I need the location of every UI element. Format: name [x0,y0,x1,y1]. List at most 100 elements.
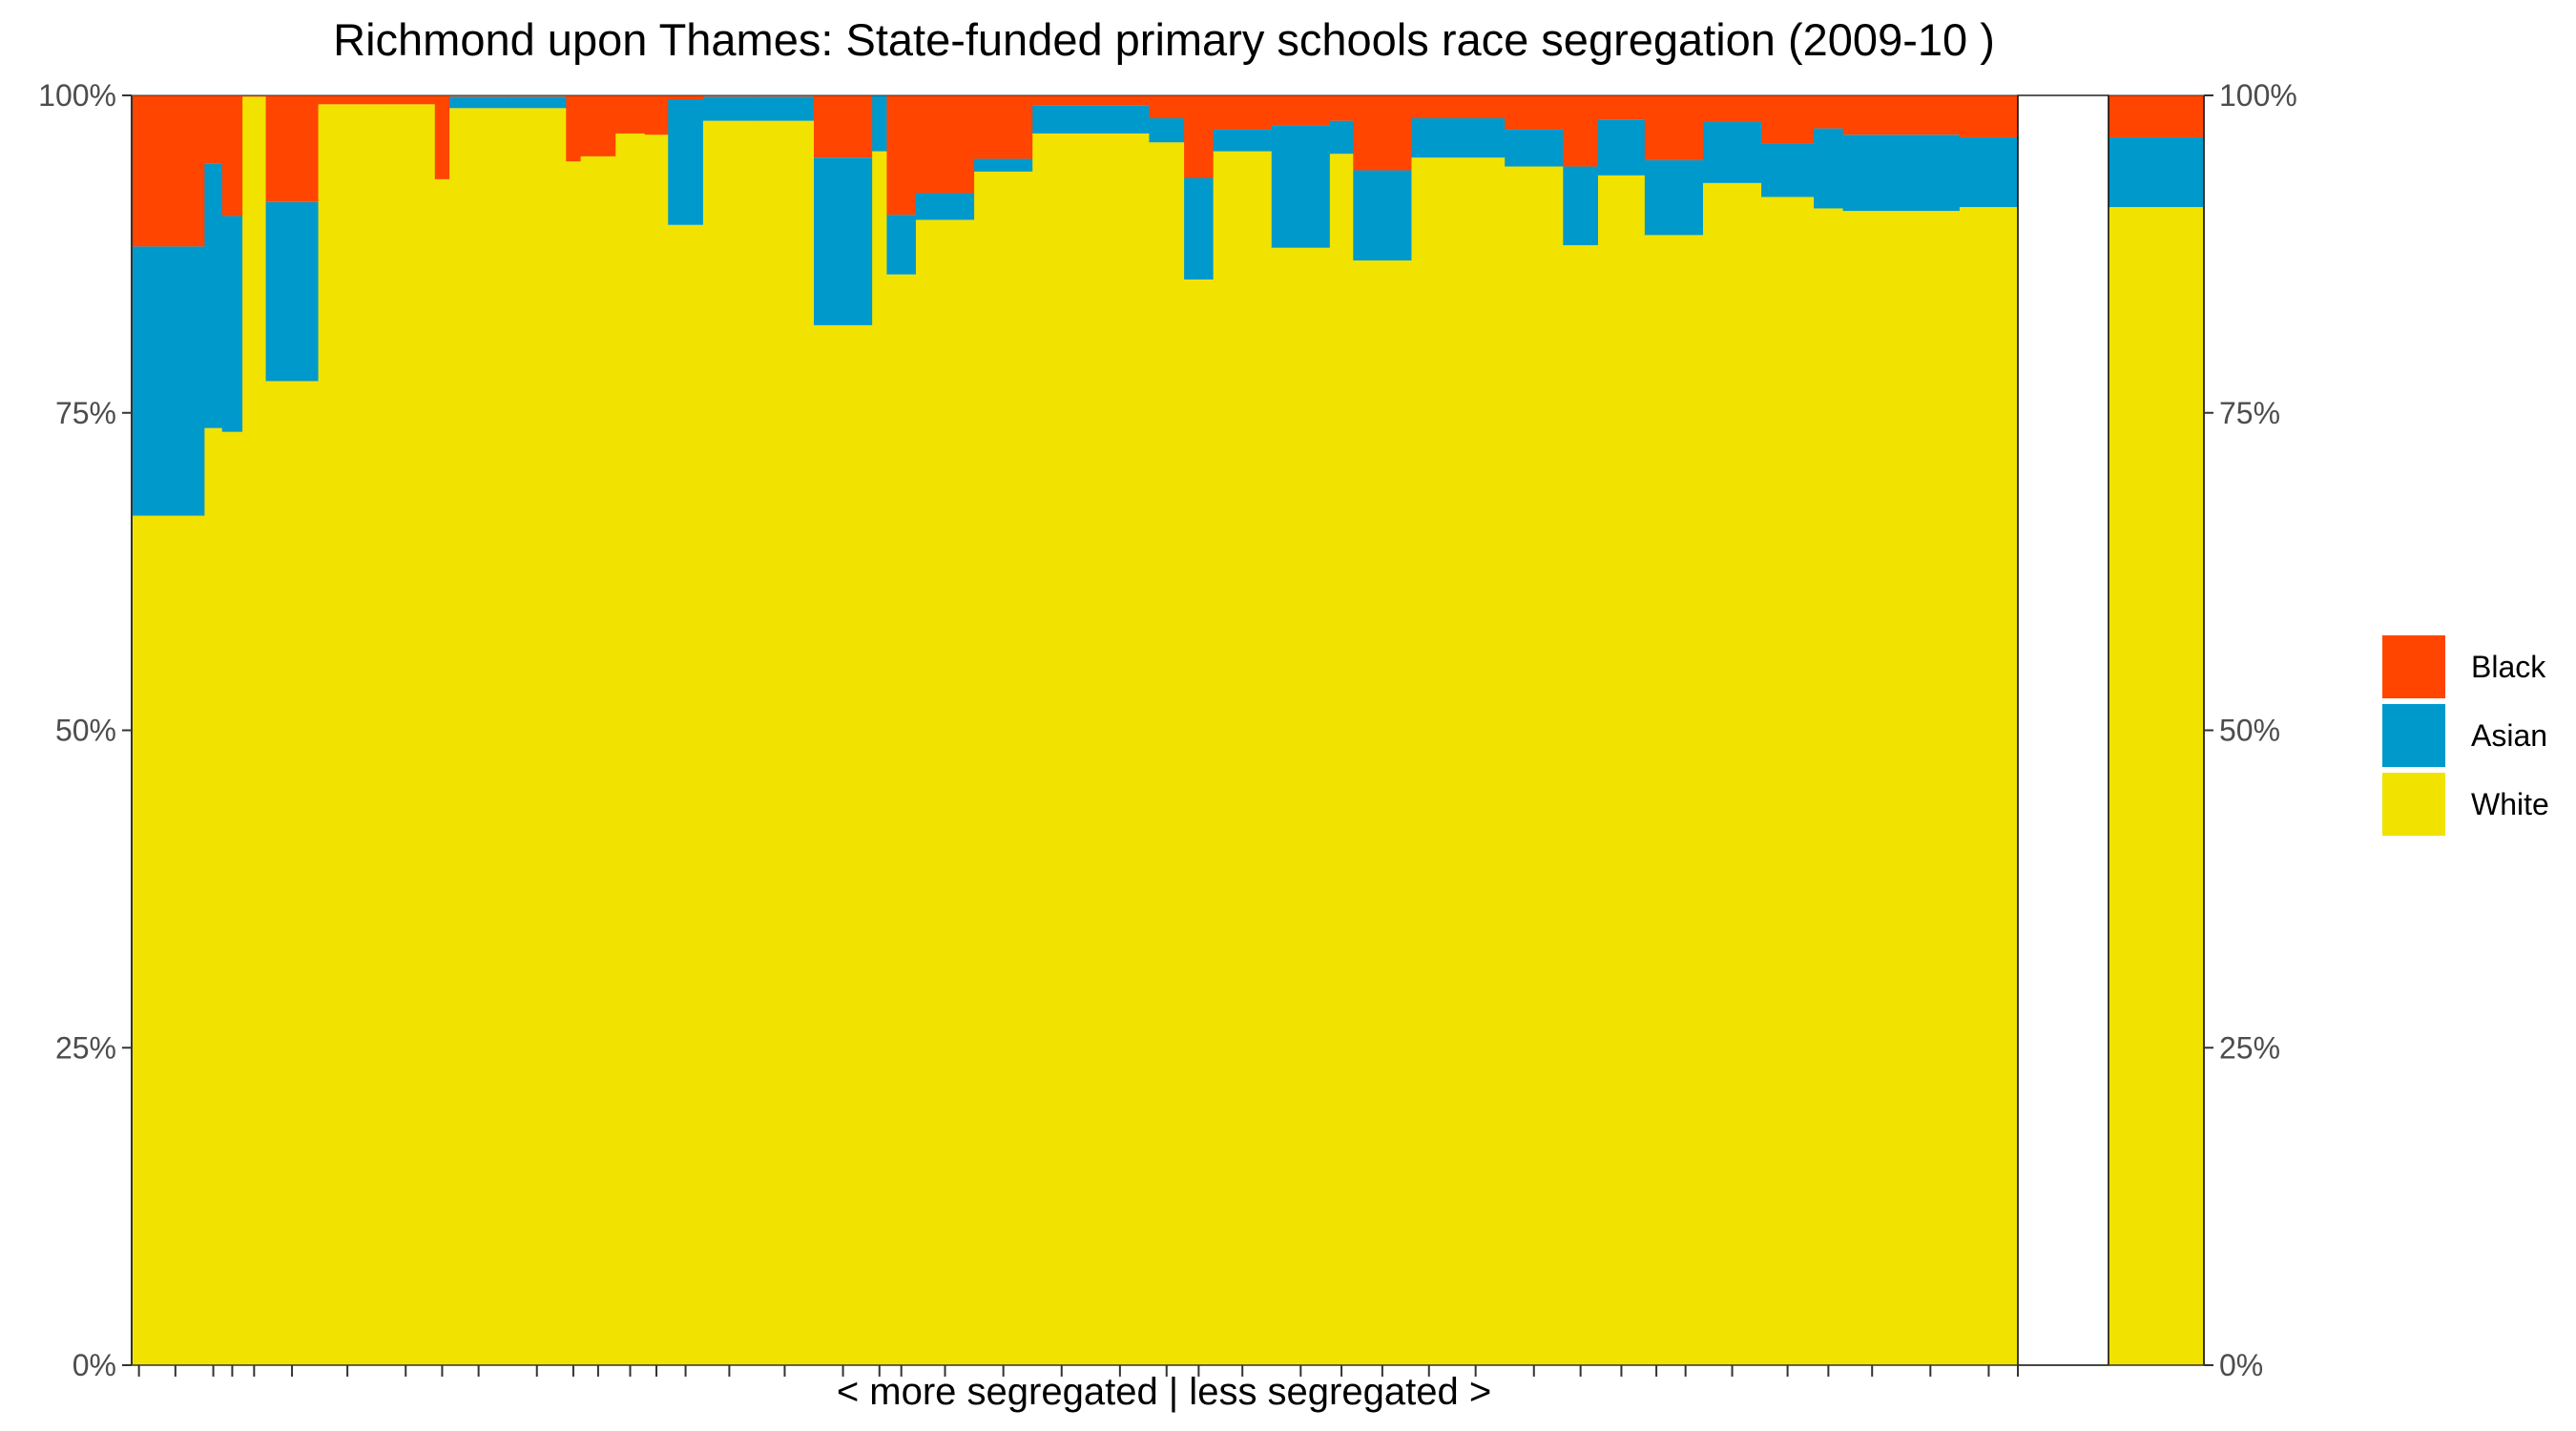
bar-segment-white [1032,133,1091,1366]
bar-segment-white [1505,166,1564,1365]
bar-segment-asian [702,96,757,121]
legend-key-white [2382,773,2445,836]
bar-segment-asian [1563,166,1599,246]
bar-segment-asian [1814,128,1844,209]
bar-segment-asian [1842,135,1902,212]
bar-segment-black [1353,95,1413,171]
bar-segment-white [204,427,223,1366]
bar-segment-white [449,108,509,1365]
bar-segment-black [1411,95,1447,118]
y-tick-label-left: 0% [73,1348,116,1382]
bar-segment-black [1959,95,2019,137]
bar-segment-white [1446,157,1506,1366]
bar-segment-asian [265,201,320,382]
bar-segment-asian [814,157,873,325]
bar-segment-white [1761,197,1815,1366]
bar-segment-black [1761,95,1815,144]
bar-segment-white [915,219,975,1366]
bar-segment-asian [1644,159,1669,236]
bar-segment-white [1184,280,1215,1365]
legend-label-asian: Asian [2471,718,2547,753]
bar-segment-black [566,95,582,162]
bar-segment-white [615,133,646,1366]
bar-segment-asian [1446,117,1506,158]
axes-group: 0% 0% 25% 25% 50% 50% 75% 75% 100% 100% [38,78,2297,1382]
bar-segment-asian [221,216,243,432]
bar-segment-asian [204,163,223,428]
bar-segment-asian [1184,177,1215,280]
bar-segment-black [1563,95,1599,167]
bar-segment-white [434,178,450,1366]
empty-panel [2017,94,2109,1366]
bar-segment-white [1842,211,1902,1365]
bar-segment-white [1149,142,1185,1365]
y-tick-label-left: 100% [38,78,116,113]
bar-segment-asian [974,158,1033,172]
bar-segment-black [132,95,147,247]
bar-segment-white [1644,235,1669,1365]
bar-segment-white [508,108,567,1365]
bar-segment-asian [755,96,815,121]
bar-segment-white [1411,157,1447,1366]
bar-segment-black [915,95,975,194]
bar-segment-black [1505,95,1564,130]
bar-segment-black [434,95,450,179]
bar-segment-black [974,95,1033,159]
bar-segment-white [132,515,147,1365]
bar-segment-white [580,156,616,1365]
bar-segment-black [1271,95,1331,126]
bar-segment-asian [1505,129,1564,167]
bar-segment-black [376,95,436,105]
overall-segment-white [2109,207,2204,1365]
bar-segment-white [376,104,436,1366]
bar-segment-asian [1213,129,1273,152]
bars-group [132,95,2019,1366]
bar-segment-asian [132,246,147,516]
bar-segment-asian [886,215,917,275]
bar-segment-black [1842,95,1902,135]
bar-segment-white [1213,151,1273,1365]
bar-segment-white [886,274,917,1365]
overall-segment-black [2109,95,2204,137]
bar-segment-asian [1901,135,1961,212]
bar-segment-asian [1091,105,1151,134]
bar-segment-asian [1032,105,1091,134]
x-axis-title: < more segregated | less segregated > [837,1371,1491,1413]
legend: Black Asian White [2382,635,2549,836]
bar-segment-white [1563,245,1599,1365]
bar-segment-black [702,95,757,97]
bar-segment-black [449,95,509,97]
y-tick-label-right: 0% [2219,1348,2263,1382]
bar-segment-asian [915,193,975,220]
y-tick-label-left: 50% [55,714,116,748]
bar-segment-black [886,95,917,216]
bar-segment-black [508,95,567,97]
bar-segment-black [814,95,873,158]
bar-segment-white [872,151,888,1365]
y-tick-label-right: 25% [2219,1030,2280,1065]
legend-key-black [2382,635,2445,698]
bar-segment-white [221,431,243,1366]
bar-segment-black [1213,95,1273,130]
bar-segment-black [1702,95,1762,122]
bar-segment-white [814,324,873,1365]
bar-segment-white [1959,207,2019,1365]
chart-title: Richmond upon Thames: State-funded prima… [333,14,1995,65]
bar-segment-black [1446,95,1506,118]
bar-segment-white [566,161,582,1366]
bar-segment-white [318,104,378,1366]
bar-segment-white [702,120,757,1366]
bar-segment-black [146,95,205,247]
bar-segment-white [265,381,320,1366]
bar-segment-asian [1353,170,1413,261]
bar-segment-white [1668,235,1704,1365]
y-tick-label-right: 100% [2219,78,2297,113]
bar-segment-black [1032,95,1091,106]
bar-segment-white [644,135,669,1365]
bar-segment-asian [1668,159,1704,236]
legend-label-white: White [2471,787,2549,821]
bar-segment-white [1329,154,1354,1366]
bar-segment-black [668,95,704,99]
bar-segment-asian [668,98,704,225]
